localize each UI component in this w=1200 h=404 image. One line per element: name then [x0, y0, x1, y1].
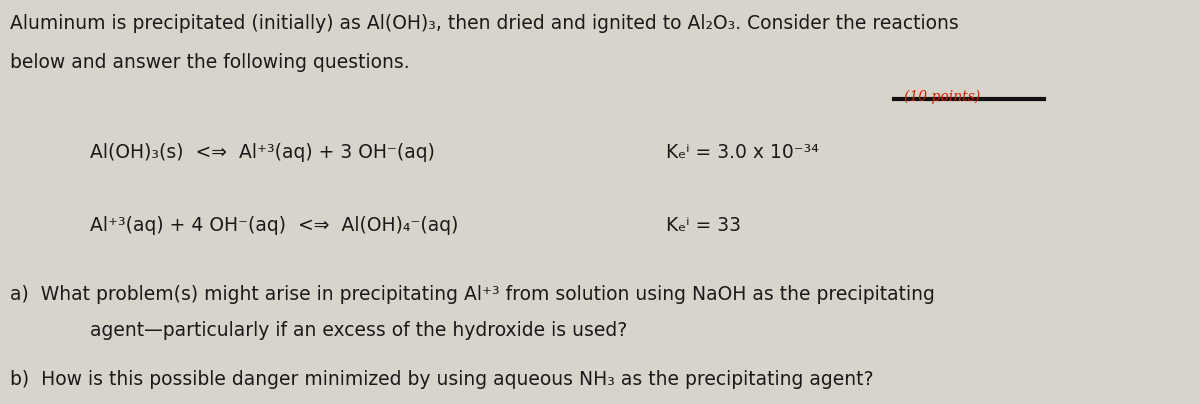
Text: below and answer the following questions.: below and answer the following questions… — [10, 53, 409, 72]
Text: Aluminum is precipitated (initially) as Al(OH)₃, then dried and ignited to Al₂O₃: Aluminum is precipitated (initially) as … — [10, 14, 959, 33]
Text: a)  What problem(s) might arise in precipitating Al⁺³ from solution using NaOH a: a) What problem(s) might arise in precip… — [10, 285, 935, 304]
Text: Al⁺³(aq) + 4 OH⁻(aq)  <⇒  Al(OH)₄⁻(aq): Al⁺³(aq) + 4 OH⁻(aq) <⇒ Al(OH)₄⁻(aq) — [90, 216, 458, 235]
Text: Al(OH)₃(s)  <⇒  Al⁺³(aq) + 3 OH⁻(aq): Al(OH)₃(s) <⇒ Al⁺³(aq) + 3 OH⁻(aq) — [90, 143, 434, 162]
Text: Kₑⁱ = 3.0 x 10⁻³⁴: Kₑⁱ = 3.0 x 10⁻³⁴ — [666, 143, 818, 162]
Text: Kₑⁱ = 33: Kₑⁱ = 33 — [666, 216, 742, 235]
Text: (10 points): (10 points) — [904, 90, 980, 104]
Text: agent—particularly if an excess of the hydroxide is used?: agent—particularly if an excess of the h… — [90, 321, 628, 340]
Text: b)  How is this possible danger minimized by using aqueous NH₃ as the precipitat: b) How is this possible danger minimized… — [10, 370, 874, 389]
